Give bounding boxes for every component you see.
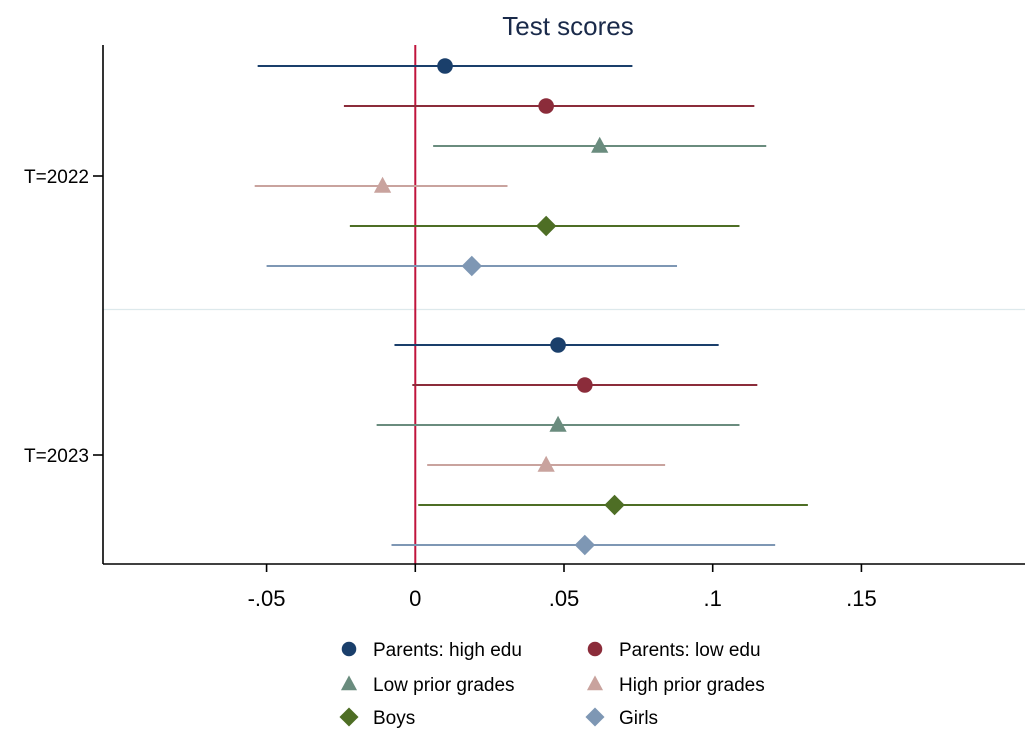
legend-label: Parents: high edu xyxy=(373,640,522,661)
x-tick-label: 0 xyxy=(409,586,421,611)
point-estimate xyxy=(604,494,625,516)
point-estimate xyxy=(437,58,453,74)
legend-label: Parents: low edu xyxy=(619,640,761,661)
legend-label: High prior grades xyxy=(619,675,765,696)
point-estimate xyxy=(577,377,593,393)
point-estimate xyxy=(373,176,392,193)
y-tick-label: T=2023 xyxy=(24,446,89,467)
x-tick-label: .05 xyxy=(549,586,580,611)
chart-title: Test scores xyxy=(502,11,634,41)
point-estimate xyxy=(549,415,567,432)
y-tick-label: T=2022 xyxy=(24,167,89,188)
point-estimate xyxy=(461,255,482,277)
legend-marker xyxy=(585,707,605,727)
legend-marker xyxy=(587,641,603,657)
point-estimate xyxy=(591,136,609,153)
point-estimate xyxy=(538,98,554,114)
point-estimate xyxy=(550,337,566,353)
legend-marker xyxy=(586,675,604,691)
legend-label: Girls xyxy=(619,708,658,729)
plot-area: -.05 0 .05 .1 .15 T=2022 T=2023 xyxy=(24,45,1025,611)
legend-marker xyxy=(339,707,359,727)
legend-marker xyxy=(340,675,358,691)
x-tick-label: .15 xyxy=(846,586,877,611)
legend-label: Low prior grades xyxy=(373,675,515,696)
x-tick-label: -.05 xyxy=(248,586,286,611)
point-estimate xyxy=(537,455,555,472)
legend: Parents: high edu Parents: low edu Low pri… xyxy=(339,640,765,729)
point-estimate xyxy=(574,534,596,556)
legend-marker xyxy=(341,641,357,657)
legend-label: Boys xyxy=(373,708,415,729)
point-estimate xyxy=(535,215,557,237)
x-tick-label: .1 xyxy=(704,586,722,611)
